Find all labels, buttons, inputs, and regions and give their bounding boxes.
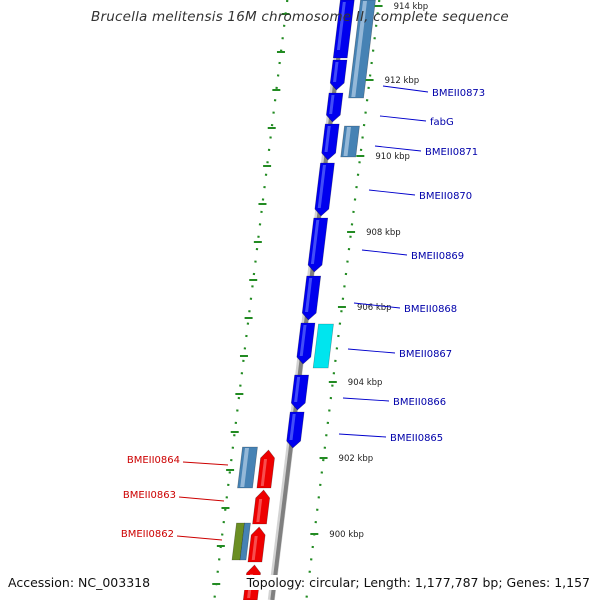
ruler-tick-label: 910 kbp bbox=[375, 152, 410, 162]
ruler-tick-label: 906 kbp bbox=[357, 303, 392, 313]
accession-text: Accession: NC_003318 bbox=[8, 575, 151, 590]
forward-gene-shine bbox=[333, 62, 339, 82]
misc-feature-small[interactable] bbox=[239, 522, 251, 561]
label-leader bbox=[382, 85, 429, 93]
reverse-gene-shine bbox=[260, 459, 268, 486]
reverse-gene-shine bbox=[251, 536, 258, 560]
label-leader bbox=[347, 348, 396, 354]
map-title: Brucella melitensis 16M chromosome II, c… bbox=[91, 9, 509, 25]
misc-feature-shine bbox=[351, 1, 367, 97]
label-leader bbox=[176, 535, 223, 541]
ruler-tick-label: 908 kbp bbox=[366, 228, 401, 238]
rna-feature[interactable] bbox=[312, 323, 334, 369]
forward-gene-shine bbox=[329, 95, 335, 114]
label-leader bbox=[342, 397, 390, 402]
label-leader bbox=[368, 189, 416, 196]
forward-gene-shine bbox=[289, 414, 296, 440]
forward-gene-shine bbox=[294, 377, 301, 402]
ruler-tick-label: 914 kbp bbox=[394, 2, 429, 12]
gene-label-bmeii0870[interactable]: BMEII0870 bbox=[419, 191, 472, 202]
forward-gene-shine bbox=[310, 220, 320, 264]
ruler-dotted-track bbox=[305, 0, 381, 600]
gene-label-bmeii0867[interactable]: BMEII0867 bbox=[399, 349, 452, 360]
gene-label-bmeii0871[interactable]: BMEII0871 bbox=[425, 147, 478, 158]
label-leader bbox=[182, 461, 229, 466]
label-leader bbox=[338, 433, 387, 438]
label-leader bbox=[353, 302, 401, 309]
forward-gene-shine bbox=[324, 126, 331, 152]
ruler-tick-label: 902 kbp bbox=[339, 454, 374, 464]
gene-label-bmeii0862[interactable]: BMEII0862 bbox=[121, 529, 174, 540]
forward-gene-feature[interactable] bbox=[286, 411, 305, 449]
label-leader bbox=[178, 496, 225, 502]
ruler-tick-label: 900 kbp bbox=[329, 530, 364, 540]
gene-label-bmeii0868[interactable]: BMEII0868 bbox=[404, 304, 457, 315]
gene-label-bmeii0866[interactable]: BMEII0866 bbox=[393, 397, 446, 408]
gene-label-bmeii0873[interactable]: BMEII0873 bbox=[432, 88, 485, 99]
gene-label-fabg[interactable]: fabG bbox=[430, 117, 454, 128]
genome-summary-text: Topology: circular; Length: 1,177,787 bp… bbox=[242, 575, 590, 590]
ruler-tick-label: 912 kbp bbox=[385, 76, 420, 86]
forward-gene-shine bbox=[299, 325, 307, 356]
label-leader bbox=[374, 145, 422, 152]
gene-label-bmeii0865[interactable]: BMEII0865 bbox=[390, 433, 443, 444]
misc-feature-shine bbox=[240, 448, 249, 487]
forward-gene-shine bbox=[305, 278, 313, 312]
misc-feature-shine bbox=[343, 127, 351, 156]
forward-gene-feature[interactable] bbox=[321, 123, 340, 161]
gene-label-bmeii0869[interactable]: BMEII0869 bbox=[411, 251, 464, 262]
forward-gene-shine bbox=[317, 165, 326, 208]
outer-dotted-track bbox=[213, 0, 289, 600]
ruler-tick-label: 904 kbp bbox=[348, 378, 383, 388]
forward-gene-feature[interactable] bbox=[325, 92, 344, 123]
reverse-gene-shine bbox=[256, 499, 263, 522]
forward-gene-feature[interactable] bbox=[290, 374, 310, 411]
forward-gene-shine bbox=[336, 2, 346, 50]
gene-label-bmeii0863[interactable]: BMEII0863 bbox=[123, 490, 176, 501]
gene-label-bmeii0864[interactable]: BMEII0864 bbox=[127, 455, 180, 466]
forward-gene-feature[interactable] bbox=[329, 59, 348, 91]
label-leader bbox=[361, 249, 408, 256]
label-leader bbox=[379, 115, 427, 122]
